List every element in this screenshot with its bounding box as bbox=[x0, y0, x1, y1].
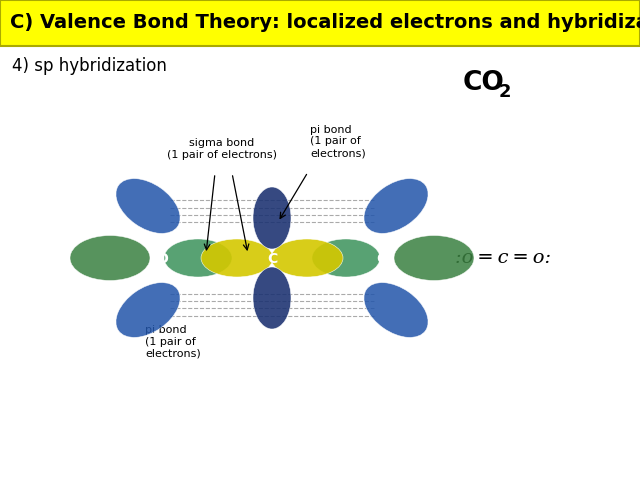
Text: :o ═ c ═ o:: :o ═ c ═ o: bbox=[455, 249, 551, 267]
Ellipse shape bbox=[364, 283, 428, 337]
Text: CO: CO bbox=[463, 70, 505, 96]
Ellipse shape bbox=[394, 236, 474, 280]
Ellipse shape bbox=[116, 179, 180, 233]
Ellipse shape bbox=[164, 239, 232, 277]
Text: C) Valence Bond Theory: localized electrons and hybridization: C) Valence Bond Theory: localized electr… bbox=[10, 13, 640, 33]
Ellipse shape bbox=[253, 267, 291, 329]
Ellipse shape bbox=[271, 239, 343, 277]
Ellipse shape bbox=[116, 283, 180, 337]
Text: 4) sp hybridization: 4) sp hybridization bbox=[12, 57, 167, 75]
Text: 2: 2 bbox=[499, 83, 511, 101]
Text: O: O bbox=[376, 252, 388, 266]
Text: O: O bbox=[156, 252, 168, 266]
Bar bbox=[0, 0, 640, 46]
Ellipse shape bbox=[70, 236, 150, 280]
Text: C: C bbox=[267, 252, 277, 266]
Ellipse shape bbox=[201, 239, 273, 277]
Text: sigma bond
(1 pair of electrons): sigma bond (1 pair of electrons) bbox=[167, 138, 277, 160]
Text: pi bond
(1 pair of
electrons): pi bond (1 pair of electrons) bbox=[145, 325, 201, 358]
Ellipse shape bbox=[253, 187, 291, 249]
Ellipse shape bbox=[364, 179, 428, 233]
Text: pi bond
(1 pair of
electrons): pi bond (1 pair of electrons) bbox=[310, 125, 365, 158]
Ellipse shape bbox=[312, 239, 380, 277]
